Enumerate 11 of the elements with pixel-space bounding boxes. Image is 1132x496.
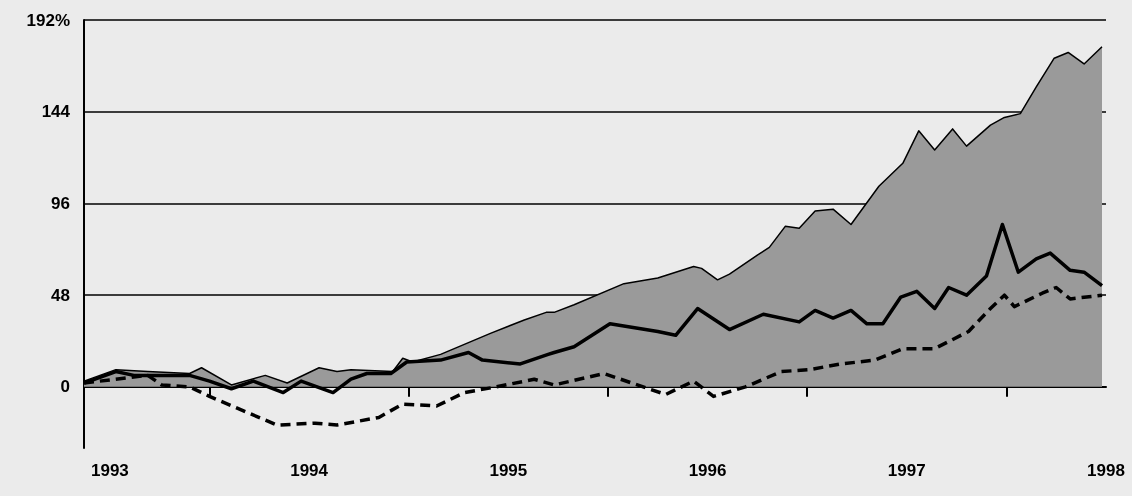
x-tick-label: 1998	[1087, 461, 1125, 480]
y-tick-label: 144	[41, 102, 71, 122]
y-tick-label: 0	[60, 377, 70, 397]
x-tick-label: 1997	[887, 461, 926, 480]
y-tick-label: 192%	[26, 10, 70, 30]
y-tick-label: 48	[51, 285, 70, 305]
x-tick-label: 1996	[688, 461, 727, 480]
x-tick-label: 1995	[489, 461, 528, 480]
x-tick-label: 1994	[290, 461, 329, 480]
x-tick-label: 1993	[90, 461, 129, 480]
y-tick-label: 96	[51, 193, 70, 213]
